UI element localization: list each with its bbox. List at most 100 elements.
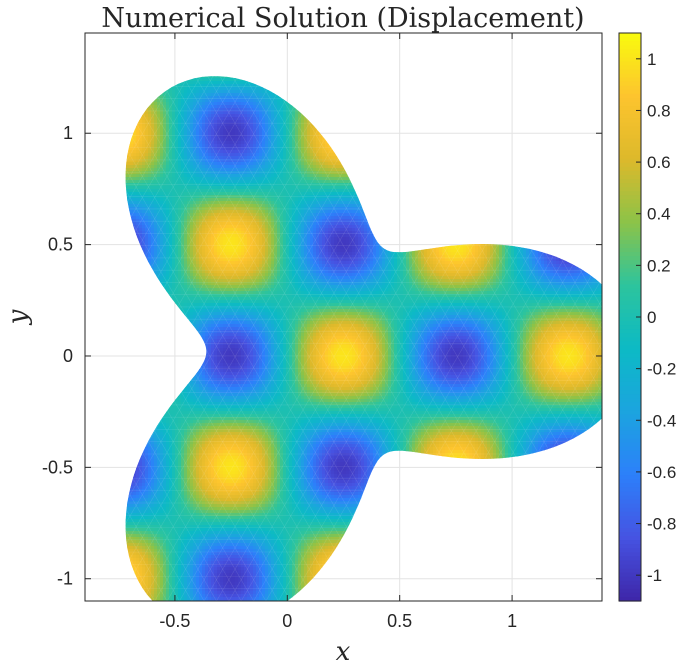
field-cell (136, 519, 140, 523)
field-cell (139, 159, 143, 163)
field-cell (160, 171, 164, 175)
field-cell (130, 555, 134, 559)
field-cell (136, 477, 140, 481)
field-cell (148, 240, 152, 244)
field-cell (136, 141, 140, 145)
field-cell (160, 558, 164, 562)
field-cell (130, 561, 134, 565)
field-cell (133, 159, 137, 163)
field-cell (157, 474, 161, 478)
field-cell (142, 570, 146, 574)
field-cell (130, 138, 134, 142)
field-cell (133, 129, 137, 133)
field-cell (145, 246, 149, 250)
field-cell (151, 105, 155, 109)
field-cell (160, 519, 164, 523)
field-cell (154, 507, 158, 511)
field-cell (139, 228, 143, 232)
field-cell (154, 522, 158, 526)
field-cell (157, 432, 161, 436)
field-cell (148, 219, 152, 223)
field-cell (160, 234, 164, 238)
field-cell (145, 540, 149, 544)
field-cell (130, 483, 134, 487)
field-cell (130, 489, 134, 493)
field-cell (136, 510, 140, 514)
field-cell (148, 594, 152, 598)
field-cell (136, 135, 140, 139)
field-cell (142, 471, 146, 475)
field-cell (142, 162, 146, 166)
field-cell (127, 513, 131, 517)
field-cell (145, 552, 149, 556)
field-cell (136, 183, 140, 187)
field-cell (136, 564, 140, 568)
field-cell (133, 564, 137, 568)
field-cell (145, 543, 149, 547)
field-cell (139, 561, 143, 565)
field-cell (127, 546, 131, 550)
field-cell (154, 465, 158, 469)
field-cell (151, 165, 155, 169)
field-cell (142, 459, 146, 463)
field-cell (139, 186, 143, 190)
field-cell (142, 243, 146, 247)
field-cell (160, 594, 164, 598)
field-cell (139, 558, 143, 562)
field-cell (130, 498, 134, 502)
field-cell (136, 522, 140, 526)
field-cell (154, 570, 158, 574)
field-cell (154, 117, 158, 121)
field-cell (139, 537, 143, 541)
field-cell (148, 453, 152, 457)
field-cell (145, 252, 149, 256)
field-cell (142, 477, 146, 481)
field-cell (160, 180, 164, 184)
field-cell (130, 507, 134, 511)
field-cell (154, 567, 158, 571)
field-cell (139, 201, 143, 205)
field-cell (160, 150, 164, 154)
field-cell (148, 204, 152, 208)
field-cell (148, 477, 152, 481)
field-cell (157, 237, 161, 241)
field-cell (145, 201, 149, 205)
field-cell (136, 549, 140, 553)
field-cell (145, 591, 149, 595)
field-cell (133, 144, 137, 148)
field-cell (142, 558, 146, 562)
field-cell (151, 543, 155, 547)
field-cell (160, 561, 164, 565)
field-cell (148, 450, 152, 454)
field-cell (130, 153, 134, 157)
field-cell (136, 222, 140, 226)
field-cell (148, 123, 152, 127)
field-cell (145, 549, 149, 553)
field-cell (136, 165, 140, 169)
field-cell (142, 246, 146, 250)
field-cell (148, 243, 152, 247)
field-cell (148, 486, 152, 490)
field-cell (139, 171, 143, 175)
field-cell (125, 165, 128, 169)
field-cell (142, 198, 146, 202)
field-cell (127, 504, 131, 508)
field-cell (145, 204, 149, 208)
field-cell (148, 465, 152, 469)
field-cell (160, 495, 164, 499)
field-cell (145, 156, 149, 160)
field-cell (139, 573, 143, 577)
field-cell (127, 549, 131, 553)
field-cell (151, 480, 155, 484)
field-cell (157, 534, 161, 538)
field-cell (136, 567, 140, 571)
field-cell (148, 129, 152, 133)
field-cell (148, 558, 152, 562)
field-cell (145, 465, 149, 469)
field-cell (139, 231, 143, 235)
field-cell (142, 528, 146, 532)
field-cell (160, 132, 164, 136)
field-cell (127, 189, 131, 193)
field-cell (139, 210, 143, 214)
field-cell (136, 153, 140, 157)
